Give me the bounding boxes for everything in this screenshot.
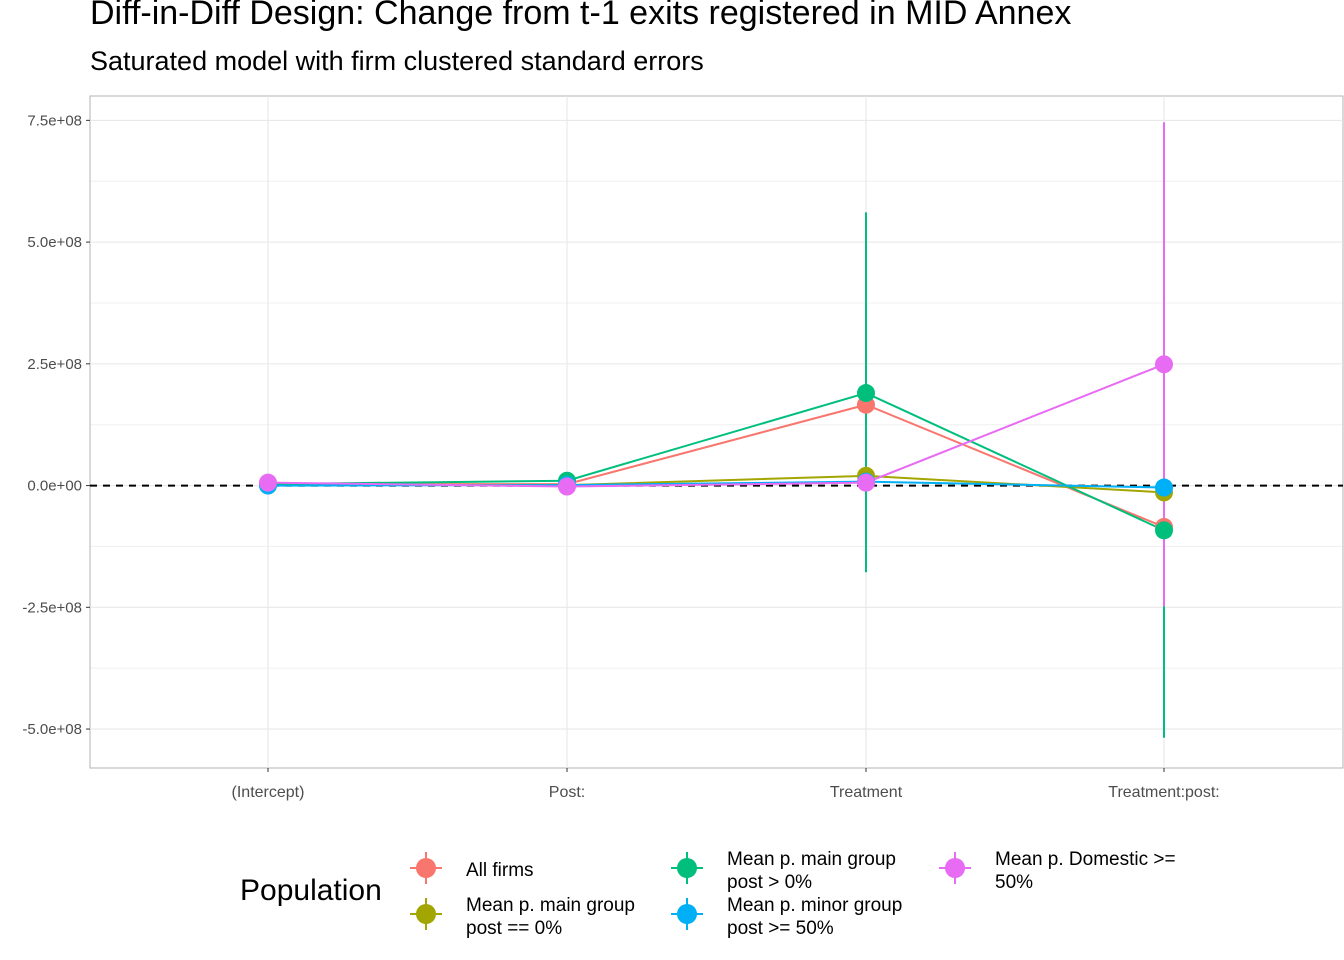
legend-label: Mean p. main group post > 0% bbox=[727, 849, 896, 893]
data-point bbox=[1155, 478, 1173, 497]
legend-key-dot bbox=[677, 904, 697, 924]
data-point bbox=[857, 473, 875, 492]
series-points bbox=[259, 355, 1173, 540]
legend-label: All firms bbox=[466, 860, 534, 881]
legend-key-dot bbox=[677, 858, 697, 878]
y-axis-ticks: -5.0e+08 -2.5e+08 0.0e+00 2.5e+08 5.0e+08 7.5… bbox=[22, 112, 90, 738]
legend-label: Mean p. Domestic >= 50% bbox=[995, 849, 1176, 893]
chart-subtitle: Saturated model with firm clustered stan… bbox=[90, 46, 704, 76]
legend-label: Mean p. minor group post >= 50% bbox=[727, 895, 903, 939]
panel-border bbox=[89, 95, 1344, 769]
legend-title: Population bbox=[240, 874, 382, 907]
legend-label: Mean p. main group post == 0% bbox=[466, 895, 635, 939]
data-point bbox=[1155, 355, 1173, 374]
grid-major bbox=[89, 95, 1344, 769]
grid-minor bbox=[90, 180, 1343, 669]
chart-title: Diff-in-Diff Design: Change from t-1 exi… bbox=[90, 0, 1072, 32]
y-tick-label: 2.5e+08 bbox=[27, 356, 82, 373]
series-line bbox=[267, 391, 1165, 532]
y-tick-label: 0.0e+00 bbox=[27, 478, 82, 495]
x-axis-ticks: (Intercept) Post: Treatment Treatment:post: bbox=[232, 768, 1220, 801]
x-tick-label: Treatment bbox=[830, 784, 903, 801]
series-line bbox=[268, 403, 1165, 528]
legend-key-dot bbox=[416, 904, 436, 924]
legend-key bbox=[410, 898, 442, 930]
y-tick-label: 7.5e+08 bbox=[27, 112, 82, 129]
legend-key bbox=[939, 852, 971, 884]
legend-key-dot bbox=[945, 858, 965, 878]
data-point bbox=[259, 473, 277, 492]
legend-key-dot bbox=[416, 858, 436, 878]
series-error-bars bbox=[865, 122, 1165, 738]
y-tick-label: -5.0e+08 bbox=[22, 721, 82, 738]
legend-key bbox=[671, 898, 703, 930]
data-point bbox=[1155, 521, 1173, 540]
y-tick-label: -2.5e+08 bbox=[22, 599, 82, 616]
legend-key bbox=[410, 852, 442, 884]
data-point bbox=[857, 384, 875, 403]
x-tick-label: (Intercept) bbox=[232, 784, 305, 801]
x-tick-label: Post: bbox=[549, 784, 585, 801]
x-tick-label: Treatment:post: bbox=[1108, 784, 1219, 801]
data-point bbox=[558, 477, 576, 496]
series-lines bbox=[267, 363, 1165, 532]
y-tick-label: 5.0e+08 bbox=[27, 234, 82, 251]
legend-key bbox=[671, 852, 703, 884]
series-line bbox=[267, 363, 1165, 488]
